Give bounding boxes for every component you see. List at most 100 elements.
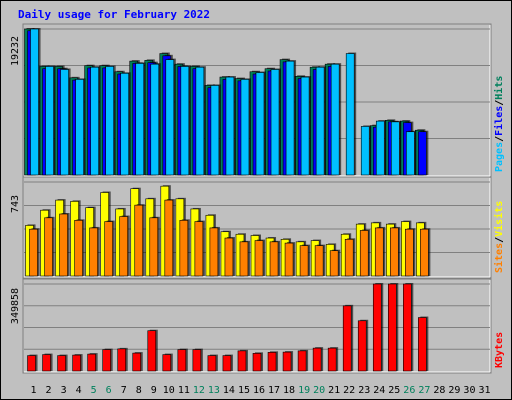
panel-kbytes: 349858 KBytes [10, 278, 505, 374]
bar-kbytes-day-24 [372, 283, 382, 372]
chart-title: Daily usage for February 2022 [18, 8, 210, 21]
bar-pages-day-23 [360, 126, 370, 176]
bar-sites-day-13 [209, 227, 219, 277]
legend-entry-pages: Pages [494, 142, 505, 172]
bar-kbytes-day-8 [132, 352, 142, 372]
bar-pages-day-7 [120, 72, 130, 176]
bar-kbytes-day-4 [72, 354, 81, 372]
x-tick-label-29: 29 [448, 385, 460, 396]
bar-kbytes-day-17 [267, 352, 277, 372]
bar-kbytes-day-10 [162, 354, 172, 372]
y-max-label-visits: 743 [10, 195, 21, 213]
bar-pages-day-2 [45, 66, 54, 176]
legend-entry-visits: Visits [493, 201, 505, 237]
x-tick-label-9: 9 [151, 385, 157, 396]
x-tick-label-2: 2 [46, 385, 52, 396]
series-kbytes [27, 283, 429, 372]
bar-kbytes-day-6 [102, 349, 111, 372]
bar-sites-day-7 [119, 216, 129, 277]
bar-pages-day-11 [180, 66, 190, 176]
bar-kbytes-day-5 [87, 353, 96, 372]
bar-sites-day-18 [284, 242, 294, 277]
bar-kbytes-day-25 [387, 283, 397, 372]
bar-sites-day-20 [314, 245, 324, 277]
bar-sites-day-8 [134, 204, 144, 277]
bar-kbytes-day-22 [342, 305, 352, 372]
bar-pages-day-17 [270, 69, 280, 176]
x-tick-label-10: 10 [163, 385, 175, 396]
bar-sites-day-16 [254, 240, 264, 277]
series-pages [30, 28, 417, 176]
bar-pages-day-10 [165, 59, 175, 176]
bar-sites-day-6 [104, 221, 113, 277]
bar-pages-day-8 [135, 63, 145, 176]
x-tick-label-11: 11 [178, 385, 190, 396]
x-tick-label-31: 31 [478, 385, 490, 396]
bar-kbytes-day-20 [312, 347, 322, 372]
x-tick-label-20: 20 [313, 385, 325, 396]
right-legend-hits: Pages/Files/Hits [493, 76, 505, 172]
x-tick-label-22: 22 [343, 385, 355, 396]
x-tick-label-14: 14 [223, 385, 235, 396]
legend-separator: / [494, 237, 505, 243]
x-tick-label-18: 18 [283, 385, 295, 396]
bar-pages-day-15 [240, 79, 250, 176]
bar-kbytes-day-1 [27, 355, 36, 372]
legend-entry-hits: Hits [493, 76, 505, 100]
bar-kbytes-day-26 [403, 283, 412, 372]
x-tick-label-24: 24 [373, 385, 385, 396]
bar-pages-day-20 [315, 66, 325, 176]
bar-pages-day-18 [285, 60, 295, 176]
bar-sites-day-2 [44, 217, 53, 277]
bar-pages-day-14 [225, 76, 235, 176]
bar-sites-day-25 [389, 227, 399, 277]
x-tick-label-28: 28 [433, 385, 445, 396]
bar-files-day-27 [418, 131, 427, 176]
legend-separator: / [494, 136, 505, 142]
bar-sites-day-3 [59, 213, 68, 277]
bar-kbytes-day-15 [237, 350, 247, 372]
bar-sites-day-27 [420, 228, 429, 277]
bar-pages-day-16 [255, 72, 265, 176]
bar-pages-day-12 [195, 66, 205, 176]
bar-sites-day-4 [74, 220, 83, 277]
bar-sites-day-22 [344, 239, 354, 277]
x-tick-label-8: 8 [136, 385, 142, 396]
bar-pages-day-6 [105, 66, 114, 176]
bar-pages-day-5 [90, 66, 99, 176]
bar-sites-day-5 [89, 227, 98, 277]
series-sites [29, 199, 431, 277]
bar-kbytes-day-3 [57, 355, 66, 372]
x-axis-labels: 1 2 3 4 5 6 7 8 9 10 11 12 13 14 15 16 17 18 19 20 21 22 23 24 2… [31, 385, 491, 396]
bar-pages-day-13 [210, 85, 220, 176]
bar-pages-day-24 [375, 120, 385, 176]
right-legend-visits: Sites/Visits [493, 201, 505, 273]
x-tick-label-5: 5 [91, 385, 97, 396]
bar-sites-day-26 [405, 228, 414, 277]
bar-kbytes-day-7 [117, 348, 127, 372]
bar-pages-day-21 [330, 63, 340, 176]
x-tick-label-21: 21 [328, 385, 340, 396]
x-tick-label-23: 23 [358, 385, 370, 396]
legend-entry-files: Files [493, 106, 505, 136]
x-tick-label-25: 25 [388, 385, 400, 396]
bar-pages-day-3 [60, 69, 69, 176]
x-tick-label-13: 13 [208, 385, 220, 396]
bar-kbytes-day-18 [282, 351, 292, 372]
legend-separator: / [494, 100, 505, 106]
bar-kbytes-day-16 [252, 353, 262, 372]
bar-kbytes-day-2 [42, 354, 51, 372]
bar-kbytes-day-23 [357, 320, 367, 372]
right-legend-kbytes: KBytes [494, 332, 505, 368]
bar-kbytes-day-9 [147, 330, 157, 372]
y-max-label-kbytes: 349858 [10, 288, 21, 324]
x-tick-label-1: 1 [31, 385, 37, 396]
bar-sites-day-14 [224, 237, 234, 277]
bar-kbytes-day-14 [222, 355, 232, 372]
bar-sites-day-17 [269, 241, 279, 277]
y-max-label-hits: 19232 [10, 36, 21, 66]
bar-kbytes-day-19 [297, 350, 307, 372]
bar-sites-day-12 [194, 221, 204, 277]
bar-pages-day-19 [300, 76, 310, 176]
